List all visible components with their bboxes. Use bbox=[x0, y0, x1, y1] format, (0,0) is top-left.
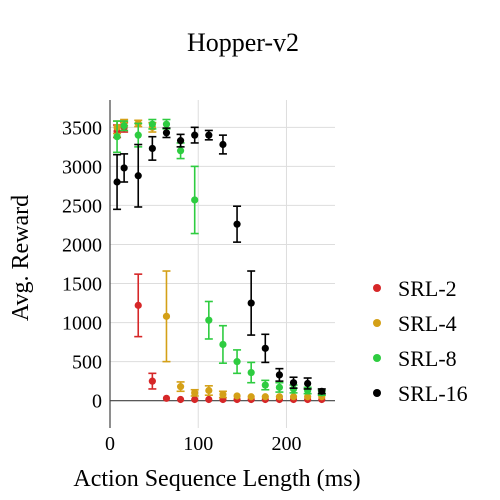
data-point bbox=[233, 392, 241, 400]
legend-label: SRL-8 bbox=[398, 346, 457, 371]
data-point bbox=[233, 358, 241, 366]
data-point bbox=[205, 316, 213, 324]
data-point bbox=[176, 147, 185, 155]
series-srl-8 bbox=[113, 118, 326, 397]
data-point bbox=[191, 131, 199, 139]
chart-title: Hopper-v2 bbox=[187, 28, 299, 57]
series-srl-16 bbox=[113, 126, 326, 395]
y-tick-label: 3500 bbox=[62, 117, 102, 139]
data-point bbox=[247, 393, 255, 401]
data-point bbox=[120, 164, 128, 172]
y-tick-label: 2000 bbox=[62, 234, 102, 256]
data-point bbox=[162, 129, 171, 137]
legend[interactable]: SRL-2 SRL-4 SRL-8 SRL-16 bbox=[373, 276, 468, 406]
data-point bbox=[247, 299, 255, 307]
data-point bbox=[219, 340, 227, 349]
y-tick-label: 500 bbox=[72, 352, 102, 374]
x-tick-label: 100 bbox=[183, 433, 213, 455]
data-point bbox=[275, 393, 284, 401]
legend-marker bbox=[373, 389, 381, 397]
data-point bbox=[191, 395, 199, 404]
series-srl-4 bbox=[113, 118, 326, 401]
data-point bbox=[148, 120, 156, 128]
data-point bbox=[205, 386, 213, 395]
data-point bbox=[134, 131, 142, 139]
y-tick-label: 1000 bbox=[62, 313, 102, 335]
legend-label: SRL-4 bbox=[398, 311, 457, 336]
data-point bbox=[289, 393, 298, 401]
legend-label: SRL-2 bbox=[398, 276, 457, 301]
data-point bbox=[162, 120, 171, 128]
y-tick-label: 2500 bbox=[62, 195, 102, 217]
y-tick-label: 0 bbox=[92, 391, 102, 413]
data-point bbox=[233, 220, 241, 228]
x-axis-label: Action Sequence Length (ms) bbox=[73, 466, 360, 492]
legend-item-srl-16[interactable]: SRL-16 bbox=[373, 381, 468, 406]
y-tick-label: 3000 bbox=[62, 156, 102, 178]
data-point bbox=[134, 301, 142, 309]
data-point bbox=[205, 131, 213, 139]
data-point bbox=[304, 393, 312, 401]
data-point bbox=[176, 383, 185, 391]
data-point bbox=[134, 172, 142, 180]
data-point bbox=[113, 178, 121, 186]
series-srl-2 bbox=[113, 121, 326, 404]
data-point bbox=[205, 395, 213, 404]
data-point bbox=[304, 379, 312, 388]
y-tick-label: 1500 bbox=[62, 274, 102, 296]
legend-marker bbox=[373, 319, 381, 327]
data-point bbox=[162, 312, 171, 320]
y-axis-label: Avg. Reward bbox=[8, 195, 34, 321]
data-point bbox=[191, 196, 199, 204]
data-point bbox=[289, 379, 298, 387]
data-point bbox=[176, 137, 185, 145]
data-marks bbox=[113, 118, 326, 404]
data-point bbox=[219, 140, 227, 149]
tick-labels: 0 500 1000 1500 2000 2500 3000 3500 0 100 200 bbox=[62, 117, 301, 455]
legend-item-srl-2[interactable]: SRL-2 bbox=[373, 276, 457, 301]
legend-item-srl-4[interactable]: SRL-4 bbox=[373, 311, 457, 336]
legend-marker bbox=[373, 284, 381, 292]
data-point bbox=[120, 122, 128, 130]
data-point bbox=[261, 344, 269, 352]
data-point bbox=[261, 393, 269, 401]
data-point bbox=[148, 144, 156, 153]
legend-item-srl-8[interactable]: SRL-8 bbox=[373, 346, 457, 371]
data-point bbox=[247, 368, 255, 377]
data-point bbox=[162, 394, 171, 402]
x-tick-label: 0 bbox=[105, 433, 115, 455]
data-point bbox=[275, 371, 284, 379]
data-point bbox=[191, 389, 199, 397]
legend-marker bbox=[373, 354, 381, 362]
x-tick-label: 200 bbox=[271, 433, 301, 455]
data-point bbox=[318, 387, 326, 395]
data-point bbox=[219, 390, 227, 399]
legend-label: SRL-16 bbox=[398, 381, 468, 406]
data-point bbox=[148, 377, 156, 385]
data-point bbox=[275, 383, 284, 391]
data-point bbox=[261, 381, 269, 389]
data-point bbox=[113, 133, 121, 141]
data-point bbox=[176, 395, 185, 404]
